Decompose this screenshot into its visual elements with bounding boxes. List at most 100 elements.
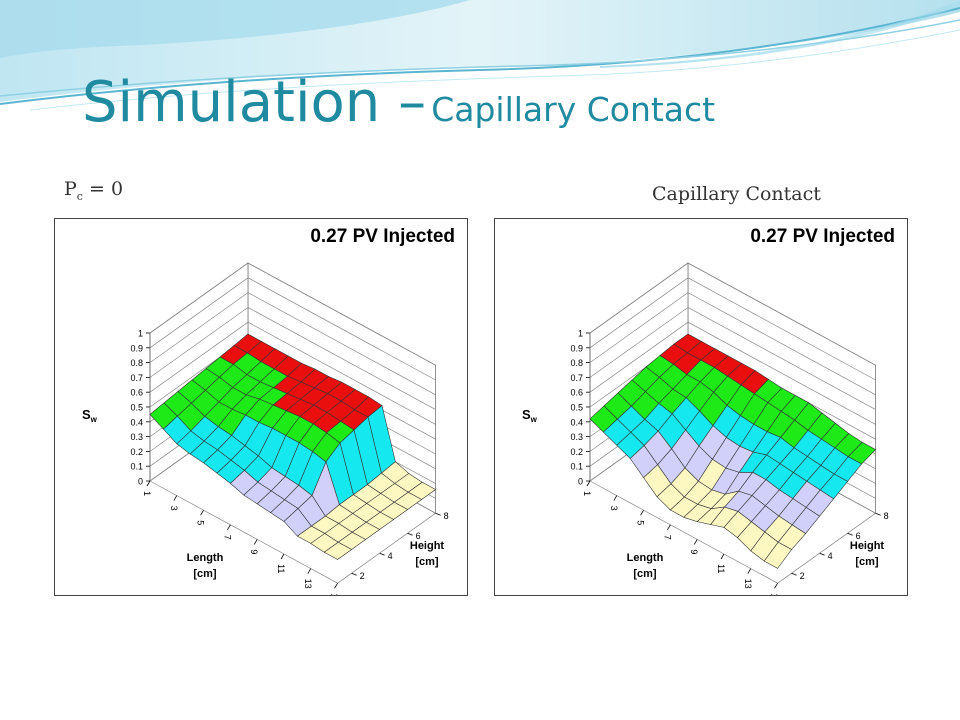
x-axis-unit: [cm] bbox=[193, 568, 217, 580]
left-caption-subscript: c bbox=[76, 190, 83, 203]
x-tick bbox=[613, 495, 618, 501]
x-tick bbox=[173, 495, 178, 501]
y-tick-label: 6 bbox=[856, 531, 861, 541]
z-tick-label: 1 bbox=[138, 329, 143, 339]
slide-title-sub: Capillary Contact bbox=[431, 90, 716, 129]
x-tick-label: 15 bbox=[330, 593, 340, 595]
y-tick bbox=[875, 512, 881, 516]
x-tick bbox=[667, 524, 671, 531]
surface-plot-right: 00.10.20.30.40.50.60.70.80.9113579111315… bbox=[522, 262, 889, 595]
y-tick bbox=[407, 532, 413, 536]
x-tick-label: 3 bbox=[609, 506, 619, 511]
z-gridline bbox=[589, 262, 876, 366]
x-tick bbox=[640, 509, 644, 516]
y-tick-label: 6 bbox=[416, 531, 421, 541]
z-axis-label: Sw bbox=[82, 407, 98, 424]
x-tick bbox=[227, 524, 231, 531]
x-tick-label: 1 bbox=[142, 491, 152, 496]
x-tick bbox=[280, 553, 285, 560]
slide-title: Simulation – Capillary Contact bbox=[82, 70, 715, 135]
y-tick-label: 4 bbox=[388, 551, 393, 561]
y-tick-label: 2 bbox=[800, 571, 805, 581]
x-tick-label: 5 bbox=[636, 520, 646, 525]
y-tick bbox=[351, 572, 357, 576]
x-tick-label: 11 bbox=[716, 564, 726, 573]
y-tick bbox=[379, 552, 385, 556]
x-tick bbox=[747, 568, 752, 574]
z-gridline bbox=[589, 292, 876, 396]
x-tick-label: 13 bbox=[303, 579, 313, 589]
y-tick bbox=[791, 572, 797, 576]
z-tick-label: 0.8 bbox=[570, 358, 583, 368]
z-tick-label: 0.6 bbox=[570, 388, 583, 398]
z-tick-label: 0.6 bbox=[130, 388, 143, 398]
surface-group: 00.10.20.30.40.50.60.70.80.9113579111315… bbox=[82, 262, 449, 595]
z-gridline bbox=[589, 277, 876, 381]
x-tick-label: 15 bbox=[770, 593, 780, 595]
x-tick bbox=[307, 568, 312, 574]
y-tick-label: 2 bbox=[360, 571, 365, 581]
x-tick-label: 3 bbox=[169, 506, 179, 511]
z-tick-label: 0.5 bbox=[130, 403, 143, 413]
left-caption-symbol: P bbox=[64, 178, 77, 200]
y-tick-label: 8 bbox=[444, 511, 449, 521]
x-tick bbox=[586, 480, 591, 487]
z-tick-label: 0.2 bbox=[570, 447, 583, 457]
left-panel-caption: Pc = 0 bbox=[64, 178, 124, 203]
x-tick bbox=[200, 509, 204, 516]
z-gridline bbox=[149, 321, 436, 425]
surface-plot-left: 00.10.20.30.40.50.60.70.80.9113579111315… bbox=[82, 262, 449, 595]
x-axis-label: Length bbox=[187, 552, 224, 564]
y-axis-unit: [cm] bbox=[415, 556, 439, 568]
x-tick-label: 11 bbox=[276, 564, 286, 573]
surface-cell bbox=[763, 541, 793, 569]
surface-chart-capillary-contact: 0.27 PV Injected 0 0.1 0.2 0.3 0.4 0.5 0.6 0.7 0… bbox=[494, 218, 908, 596]
z-tick-label: 0.4 bbox=[130, 417, 143, 427]
chart-title: 0.27 PV Injected bbox=[310, 226, 455, 247]
x-tick-label: 9 bbox=[689, 549, 699, 554]
right-panel-caption: Capillary Contact bbox=[652, 183, 821, 205]
x-tick-label: 9 bbox=[249, 549, 259, 554]
z-tick-label: 0.1 bbox=[570, 462, 583, 472]
x-tick bbox=[693, 539, 698, 545]
slide-title-main: Simulation – bbox=[82, 70, 427, 135]
z-tick-label: 0.7 bbox=[570, 373, 583, 383]
y-tick-label: 4 bbox=[828, 551, 833, 561]
x-tick bbox=[146, 480, 151, 487]
z-axis-label: Sw bbox=[522, 407, 538, 424]
surface-cell bbox=[323, 541, 353, 560]
x-tick-label: 1 bbox=[582, 491, 592, 496]
y-axis-label: Height bbox=[850, 540, 885, 552]
y-tick bbox=[819, 552, 825, 556]
z-gridline bbox=[149, 262, 436, 366]
header-wave-decoration bbox=[0, 0, 960, 111]
z-tick-label: 0 bbox=[138, 477, 143, 487]
y-axis-unit: [cm] bbox=[855, 556, 879, 568]
z-gridline bbox=[589, 306, 876, 410]
x-tick-label: 7 bbox=[222, 535, 232, 540]
y-tick bbox=[435, 512, 441, 516]
z-tick-label: 0.7 bbox=[130, 373, 143, 383]
z-gridline bbox=[149, 277, 436, 381]
x-tick bbox=[720, 553, 725, 560]
surface-chart-pc-zero: 0.27 PV Injected 0 0.1 0.2 0.3 0.4 0.5 0.6 0.7 0… bbox=[54, 218, 468, 596]
surface-group: 00.10.20.30.40.50.60.70.80.9113579111315… bbox=[522, 262, 889, 595]
z-tick-label: 0.2 bbox=[130, 447, 143, 457]
x-axis-unit: [cm] bbox=[633, 568, 657, 580]
left-caption-value: = 0 bbox=[82, 178, 124, 200]
z-tick-label: 0.9 bbox=[130, 343, 143, 353]
z-axis-label-sub: w bbox=[530, 415, 538, 424]
z-tick-label: 0.9 bbox=[570, 343, 583, 353]
z-tick-label: 0.5 bbox=[570, 403, 583, 413]
chart-title: 0.27 PV Injected bbox=[750, 226, 895, 247]
x-tick-label: 5 bbox=[196, 520, 206, 525]
z-gridline bbox=[589, 321, 876, 425]
z-tick-label: 0.8 bbox=[130, 358, 143, 368]
x-tick bbox=[774, 582, 778, 589]
y-tick-label: 8 bbox=[884, 511, 889, 521]
y-axis-label: Height bbox=[410, 540, 445, 552]
z-gridline bbox=[149, 292, 436, 396]
z-tick-label: 1 bbox=[578, 329, 583, 339]
z-axis-label-sub: w bbox=[90, 415, 98, 424]
z-tick-label: 0 bbox=[578, 477, 583, 487]
